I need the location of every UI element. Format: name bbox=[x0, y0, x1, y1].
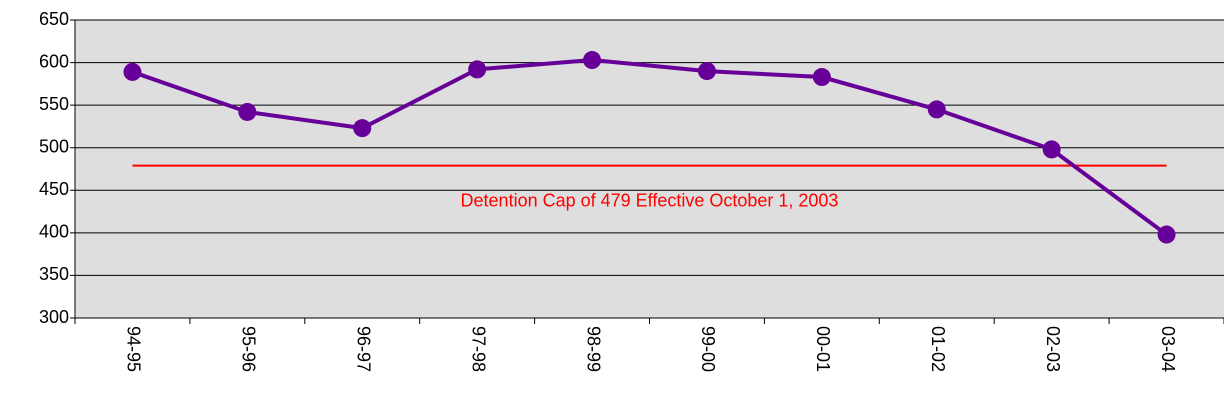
x-tick-label: 02-03 bbox=[1043, 326, 1063, 372]
y-tick-label: 450 bbox=[39, 179, 69, 199]
x-tick-label: 03-04 bbox=[1158, 326, 1178, 372]
data-point bbox=[812, 68, 831, 87]
reference-label: Detention Cap of 479 Effective October 1… bbox=[461, 190, 839, 210]
x-tick-label: 00-01 bbox=[813, 326, 833, 372]
data-line bbox=[131, 58, 1168, 237]
x-tick-label: 99-00 bbox=[698, 326, 718, 372]
y-tick-label: 350 bbox=[39, 264, 69, 284]
plot-area bbox=[75, 20, 1224, 318]
y-tick-label: 500 bbox=[39, 136, 69, 156]
x-tick-label: 98-99 bbox=[583, 326, 603, 372]
data-point bbox=[353, 119, 372, 138]
x-tick-label: 96-97 bbox=[354, 326, 374, 372]
x-tick-label: 01-02 bbox=[928, 326, 948, 372]
data-point bbox=[468, 60, 487, 79]
y-tick-label: 600 bbox=[39, 51, 69, 71]
data-point bbox=[583, 51, 602, 70]
data-point bbox=[123, 62, 142, 81]
data-point bbox=[238, 102, 257, 121]
y-tick-label: 550 bbox=[39, 94, 69, 114]
data-point bbox=[697, 62, 716, 81]
y-tick-label: 300 bbox=[39, 307, 69, 327]
data-point bbox=[1042, 140, 1061, 159]
y-tick-label: 400 bbox=[39, 222, 69, 242]
x-tick-label: 94-95 bbox=[124, 326, 144, 372]
x-tick-label: 97-98 bbox=[468, 326, 488, 372]
x-tick-label: 95-96 bbox=[239, 326, 259, 372]
y-tick-label: 650 bbox=[39, 9, 69, 29]
data-point bbox=[1157, 225, 1176, 244]
data-point bbox=[927, 100, 946, 119]
